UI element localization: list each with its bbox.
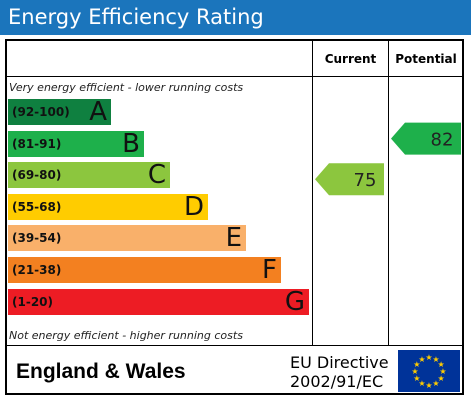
svg-text:★: ★	[411, 367, 418, 376]
band-letter-label: B	[122, 128, 140, 159]
band-range-label: (92-100)	[12, 105, 70, 119]
country-label: England & Wales	[16, 360, 186, 383]
svg-text:★: ★	[425, 381, 432, 390]
band-letter-label: F	[262, 255, 277, 285]
svg-text:★: ★	[413, 360, 420, 369]
eu-directive: EU Directive 2002/91/EC	[290, 353, 389, 391]
svg-text:★: ★	[418, 355, 425, 364]
directive-line-2: 2002/91/EC	[290, 372, 384, 391]
bottom-note: Not energy efficient - higher running co…	[9, 329, 243, 342]
band-letter-label: E	[225, 223, 242, 254]
band-range-label: (21-38)	[12, 263, 62, 277]
band-d: (55-68) D	[8, 191, 208, 222]
current-column-header: Current	[324, 52, 377, 66]
svg-text:★: ★	[418, 379, 425, 388]
band-b: (81-91) B	[8, 128, 144, 159]
footer-divider	[6, 345, 463, 346]
divider-potential	[388, 40, 389, 345]
band-range-label: (81-91)	[12, 136, 62, 151]
svg-text:★: ★	[438, 360, 445, 369]
header-divider	[6, 76, 463, 77]
potential-column-header: Potential	[395, 52, 457, 66]
band-range-label: (39-54)	[12, 231, 62, 246]
band-e: (39-54) E	[8, 223, 246, 254]
eu-flag-icon: ★ ★ ★ ★ ★ ★ ★ ★ ★ ★ ★ ★	[398, 350, 460, 392]
svg-text:★: ★	[425, 353, 432, 362]
svg-text:★: ★	[432, 355, 439, 364]
band-letter-label: A	[89, 97, 107, 127]
band-letter-label: G	[284, 286, 305, 317]
svg-text:★: ★	[432, 379, 439, 388]
band-a: (92-100) A	[8, 97, 111, 127]
chart-title: Energy Efficiency Rating	[8, 5, 264, 29]
band-range-label: (55-68)	[12, 199, 62, 214]
svg-text:★: ★	[439, 367, 446, 376]
band-c: (69-80) C	[8, 160, 170, 191]
band-letter-label: C	[147, 160, 166, 191]
band-range-label: (1-20)	[12, 294, 53, 309]
title-bar: Energy Efficiency Rating	[0, 0, 471, 35]
top-note: Very energy efficient - lower running co…	[9, 81, 244, 94]
svg-text:★: ★	[413, 374, 420, 383]
band-range-label: (69-80)	[12, 168, 62, 183]
band-f: (21-38) F	[8, 255, 281, 285]
band-g: (1-20) G	[8, 286, 309, 317]
svg-text:★: ★	[438, 374, 445, 383]
rating-frame	[5, 39, 464, 395]
directive-line-1: EU Directive	[290, 353, 389, 372]
divider-current	[312, 40, 313, 345]
band-letter-label: D	[183, 191, 204, 222]
